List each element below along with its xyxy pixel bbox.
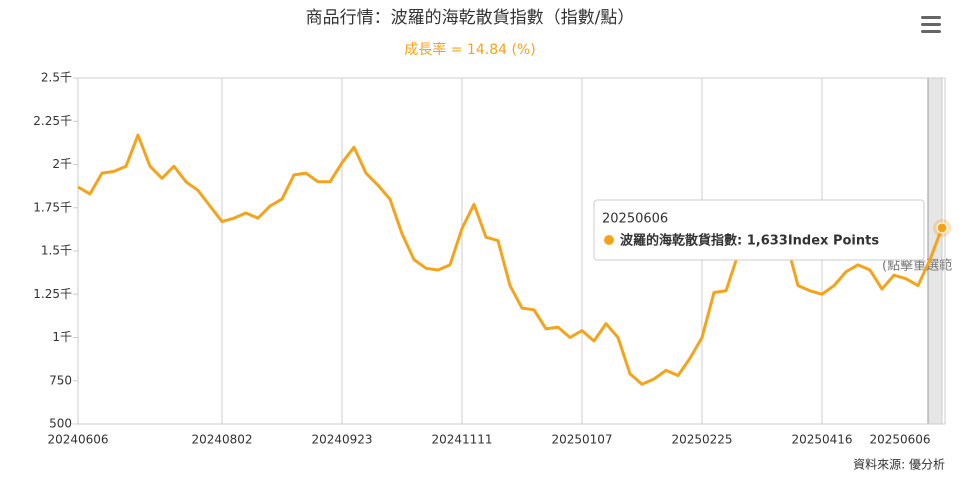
series-line — [77, 133, 944, 386]
x-tick-label: 20240923 — [311, 433, 372, 447]
menu-bar[interactable] — [921, 16, 941, 19]
y-tick-label: 500 — [49, 417, 72, 431]
y-tick-label: 2千 — [52, 157, 72, 171]
y-tick-label: 1.75千 — [33, 200, 72, 214]
plot: 500 750 1千 1.25千 1.5千 1.75千 2千 2.25千 2.5千 2024060… — [33, 71, 951, 447]
hover-point — [936, 222, 948, 234]
menu-button[interactable] — [921, 16, 941, 33]
y-tick-label: 2.25千 — [33, 114, 72, 128]
y-tick-label: 1千 — [52, 330, 72, 344]
chart-title: 商品行情：波羅的海乾散貨指數（指數/點） — [306, 8, 635, 28]
tooltip-text: 波羅的海乾散貨指數: 1,633Index Points — [620, 233, 879, 249]
tooltip-title: 20250606 — [602, 212, 668, 227]
y-tick-label: 750 — [49, 373, 72, 387]
y-tick-label: 1.25千 — [33, 287, 72, 301]
y-tick-label: 2.5千 — [41, 71, 72, 85]
x-tick-label: 20250606 — [869, 433, 930, 447]
x-tick-label: 20240606 — [47, 433, 108, 447]
x-tick-label: 20250225 — [671, 433, 732, 447]
menu-bar[interactable] — [921, 30, 941, 33]
chart-subtitle: 成長率 = 14.84 (%) — [404, 41, 535, 58]
tooltip-marker — [604, 235, 614, 245]
menu-bar[interactable] — [921, 23, 941, 26]
y-tick-label: 1.5千 — [41, 244, 72, 258]
x-tick-label: 20250416 — [791, 433, 852, 447]
x-tick-label: 20250107 — [551, 433, 612, 447]
source: 資料來源: 優分析 — [853, 458, 945, 472]
tooltip: 20250606 波羅的海乾散貨指數: 1,633Index Points — [593, 199, 925, 261]
x-tick-label: 20240802 — [191, 433, 252, 447]
x-tick-label: 20241111 — [431, 433, 492, 447]
tooltip-box — [593, 199, 925, 261]
hint[interactable]: (點擊重選範 — [882, 258, 952, 274]
range-band — [927, 77, 943, 425]
